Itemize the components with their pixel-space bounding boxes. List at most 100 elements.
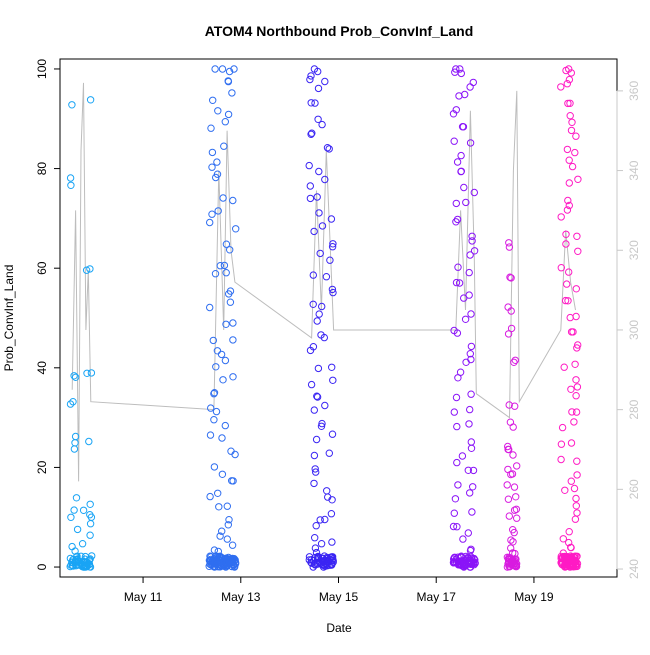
data-point bbox=[70, 506, 78, 514]
data-point bbox=[320, 333, 328, 342]
data-point bbox=[566, 313, 574, 322]
data-point bbox=[573, 232, 581, 241]
data-point bbox=[511, 356, 519, 364]
data-point bbox=[218, 434, 226, 442]
data-point bbox=[208, 163, 216, 171]
x-tick-label: May 15 bbox=[319, 590, 359, 604]
data-point bbox=[469, 466, 478, 475]
data-point bbox=[313, 317, 321, 325]
data-point bbox=[220, 142, 228, 150]
data-point bbox=[456, 368, 465, 376]
data-point bbox=[206, 218, 214, 227]
data-point bbox=[327, 215, 336, 223]
data-point bbox=[210, 416, 218, 424]
y-tick-label: 0 bbox=[35, 563, 49, 570]
data-point bbox=[457, 151, 465, 160]
data-point bbox=[506, 273, 514, 281]
data-point bbox=[507, 274, 515, 282]
data-point bbox=[67, 513, 75, 521]
data-point bbox=[86, 265, 94, 273]
y-tick-label: 100 bbox=[35, 59, 49, 79]
x-tick-label: May 11 bbox=[124, 590, 163, 604]
data-point bbox=[470, 560, 478, 569]
data-point bbox=[461, 315, 470, 323]
data-point bbox=[83, 369, 91, 377]
data-point bbox=[453, 422, 461, 431]
data-point bbox=[505, 243, 514, 251]
data-point bbox=[222, 240, 231, 248]
data-point bbox=[212, 363, 220, 371]
data-point bbox=[208, 148, 217, 157]
data-point bbox=[565, 75, 574, 84]
data-point bbox=[452, 199, 460, 208]
data-point bbox=[573, 344, 581, 352]
x-axis-label: Date bbox=[326, 621, 352, 635]
data-point bbox=[214, 560, 223, 569]
data-point bbox=[329, 376, 337, 384]
y2-tick-label: 360 bbox=[627, 81, 641, 101]
data-point bbox=[504, 495, 513, 503]
data-point bbox=[462, 198, 470, 207]
data-point bbox=[574, 341, 582, 349]
data-point bbox=[228, 89, 236, 97]
data-point bbox=[512, 493, 520, 501]
data-point bbox=[230, 65, 238, 73]
data-point bbox=[567, 385, 575, 393]
data-point bbox=[462, 358, 470, 366]
data-point bbox=[205, 556, 214, 565]
data-point bbox=[573, 471, 581, 479]
data-point bbox=[316, 516, 324, 524]
data-point bbox=[72, 558, 81, 566]
data-point bbox=[307, 99, 315, 107]
data-point bbox=[572, 494, 580, 503]
data-point bbox=[466, 489, 474, 497]
data-point bbox=[328, 430, 337, 438]
data-point bbox=[225, 67, 234, 76]
data-point bbox=[229, 336, 237, 344]
data-point bbox=[229, 319, 237, 327]
data-point bbox=[312, 435, 321, 444]
data-point bbox=[307, 72, 315, 80]
y-tick-label: 60 bbox=[35, 261, 49, 275]
data-point bbox=[561, 296, 570, 305]
data-point bbox=[314, 67, 322, 76]
data-point bbox=[309, 300, 317, 308]
data-point bbox=[229, 373, 237, 381]
data-point bbox=[470, 556, 478, 564]
y2-tick-label: 280 bbox=[627, 399, 641, 419]
data-point bbox=[455, 279, 464, 287]
data-point bbox=[328, 285, 337, 294]
chart-title: ATOM4 Northbound Prob_ConvInf_Land bbox=[205, 23, 474, 39]
data-point bbox=[306, 182, 314, 190]
data-point bbox=[228, 559, 236, 567]
data-point bbox=[458, 452, 467, 460]
data-point bbox=[228, 555, 236, 563]
data-point bbox=[328, 363, 336, 371]
data-point bbox=[312, 468, 320, 476]
data-point bbox=[210, 389, 219, 397]
data-point bbox=[324, 493, 332, 501]
data-point bbox=[510, 358, 518, 366]
data-point bbox=[79, 557, 88, 565]
data-point bbox=[225, 290, 233, 298]
data-point bbox=[452, 393, 461, 402]
data-point bbox=[313, 193, 321, 201]
x-axis: May 11 May 13 May 15 May 17 May 19 bbox=[124, 576, 554, 604]
data-point bbox=[560, 363, 568, 371]
data-point bbox=[67, 181, 75, 190]
data-point bbox=[459, 123, 468, 131]
data-point bbox=[307, 380, 316, 389]
data-point bbox=[565, 156, 573, 164]
data-point bbox=[314, 553, 323, 561]
data-point bbox=[509, 451, 517, 459]
data-point bbox=[513, 462, 521, 470]
data-point bbox=[218, 527, 226, 535]
data-point bbox=[512, 562, 520, 571]
y-tick-label: 80 bbox=[35, 162, 49, 176]
data-point bbox=[223, 535, 232, 543]
data-point bbox=[450, 509, 458, 517]
data-point bbox=[506, 418, 515, 426]
data-point bbox=[318, 120, 326, 129]
data-point bbox=[468, 237, 476, 245]
